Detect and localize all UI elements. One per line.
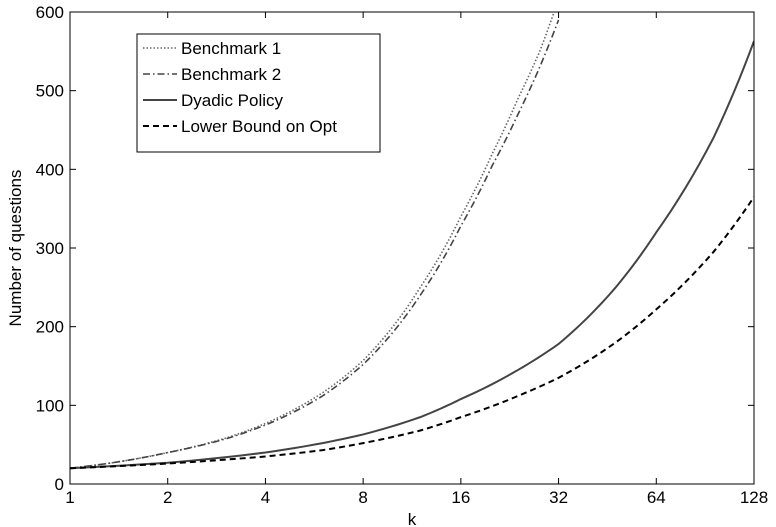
x-tick-label: 32 — [549, 488, 568, 507]
x-tick-label: 16 — [451, 488, 470, 507]
y-tick-label: 500 — [36, 82, 64, 101]
series-layer — [70, 12, 754, 470]
series-line-benchmark-1 — [70, 12, 555, 470]
x-tick-label: 8 — [358, 488, 367, 507]
series-line-lower-bound-on-opt — [70, 196, 754, 470]
legend-label: Dyadic Policy — [181, 91, 284, 110]
y-tick-label: 100 — [36, 396, 64, 415]
legend-label: Lower Bound on Opt — [181, 117, 337, 136]
axes-layer: 1 2 4 8 16 32 64 128 0 100 200 300 400 500 600 — [36, 3, 769, 507]
x-tick-label: 128 — [740, 488, 768, 507]
x-tick-label: 64 — [647, 488, 666, 507]
legend-box — [136, 33, 381, 153]
series-line-benchmark-2 — [70, 19, 560, 470]
y-tick-label: 400 — [36, 160, 64, 179]
legend-label: Benchmark 1 — [181, 39, 281, 58]
legend: Benchmark 1 Benchmark 2 Dyadic Policy Lower… — [136, 33, 381, 153]
x-tick-label: 2 — [163, 488, 172, 507]
y-axis-label: Number of questions — [6, 170, 25, 327]
series-line-dyadic-policy — [70, 40, 754, 470]
y-tick-label: 0 — [55, 475, 64, 494]
y-tick-label: 600 — [36, 3, 64, 22]
x-tick-label: 1 — [65, 488, 74, 507]
y-tick-label: 300 — [36, 239, 64, 258]
y-tick-label: 200 — [36, 318, 64, 337]
legend-label: Benchmark 2 — [181, 65, 281, 84]
x-axis-label: k — [408, 510, 417, 527]
x-tick-label: 4 — [261, 488, 270, 507]
